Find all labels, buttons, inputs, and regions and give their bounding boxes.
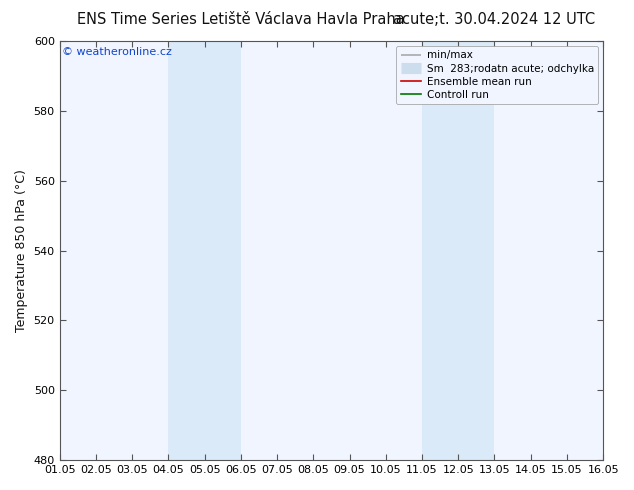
Text: ENS Time Series Letiště Václava Havla Praha: ENS Time Series Letiště Václava Havla Pr… [77, 12, 404, 27]
Bar [169, 41, 241, 460]
Legend: min/max, Sm  283;rodatn acute; odchylka, Ensemble mean run, Controll run: min/max, Sm 283;rodatn acute; odchylka, … [396, 46, 598, 104]
Bar [422, 41, 495, 460]
Text: acute;t. 30.04.2024 12 UTC: acute;t. 30.04.2024 12 UTC [394, 12, 595, 27]
Text: © weatheronline.cz: © weatheronline.cz [62, 48, 172, 57]
Y-axis label: Temperature 850 hPa (°C): Temperature 850 hPa (°C) [15, 169, 28, 332]
